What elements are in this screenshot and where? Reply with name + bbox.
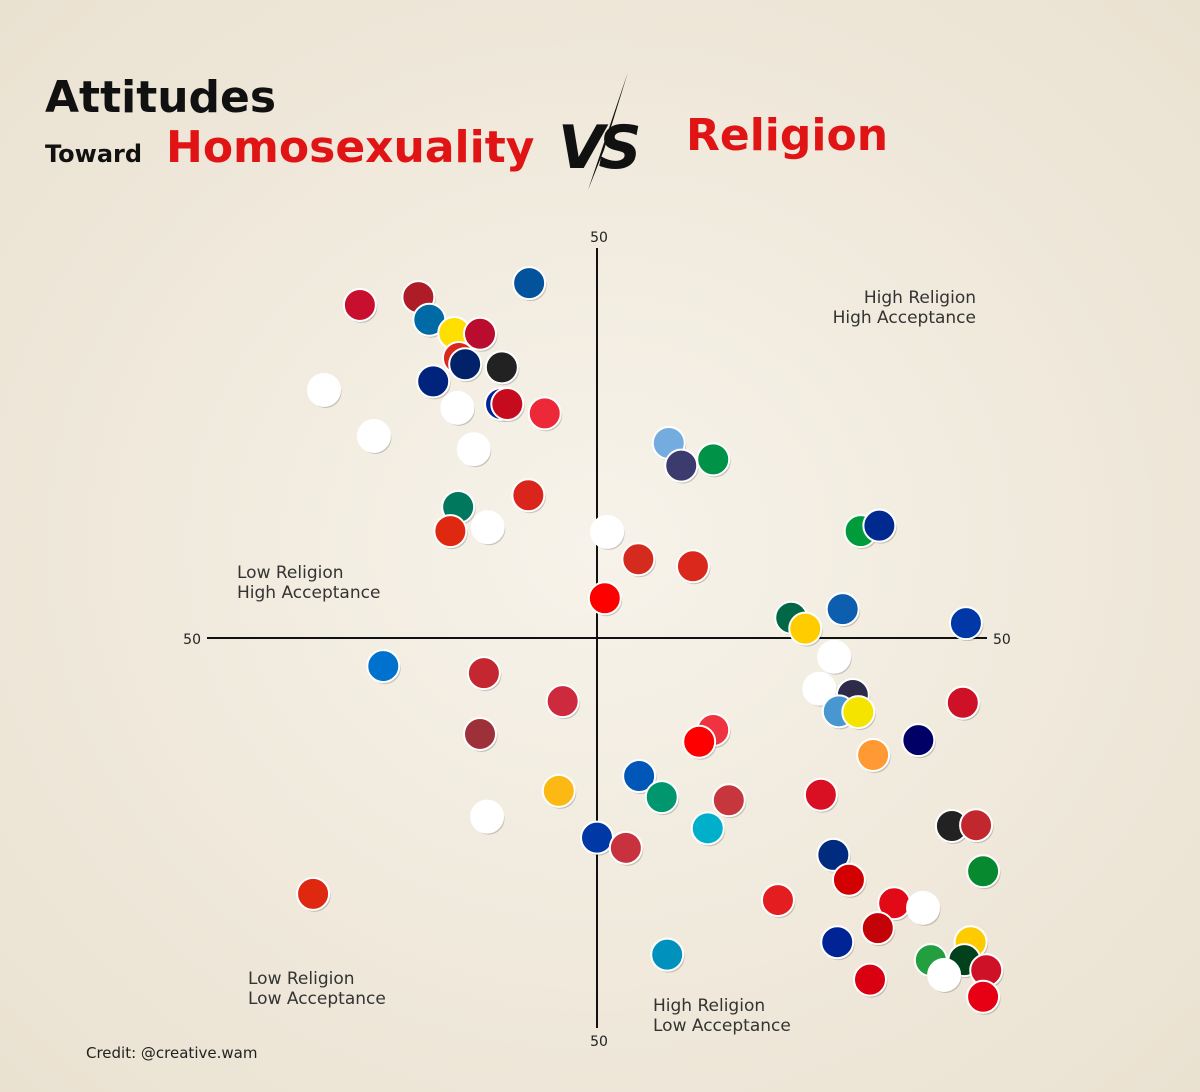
point <box>664 448 699 483</box>
point <box>440 390 475 425</box>
point <box>841 695 876 730</box>
point <box>825 592 860 627</box>
point <box>456 432 491 467</box>
point <box>862 508 897 543</box>
point <box>307 372 341 407</box>
point <box>682 724 717 759</box>
quadrant-label: Low Acceptance <box>653 1016 791 1036</box>
point <box>760 883 795 918</box>
point <box>463 316 497 351</box>
point <box>512 266 547 301</box>
point <box>580 820 614 855</box>
point <box>587 581 622 616</box>
point <box>342 287 377 322</box>
point <box>466 656 501 691</box>
point <box>484 350 519 385</box>
title-right: Religion <box>686 110 888 161</box>
title-left: Homosexuality <box>166 122 534 173</box>
point <box>608 830 643 865</box>
point <box>621 542 656 577</box>
point <box>622 759 657 794</box>
point <box>817 639 852 674</box>
y-tick-label: 50 <box>590 230 608 246</box>
point <box>959 808 994 843</box>
point <box>966 979 1001 1014</box>
point <box>296 876 331 911</box>
point <box>901 723 936 758</box>
quadrant-label: High Acceptance <box>833 308 976 328</box>
point <box>820 925 855 960</box>
point <box>927 957 962 992</box>
point <box>463 716 497 751</box>
point <box>853 962 887 997</box>
title-prefix: Toward <box>45 140 142 168</box>
point <box>803 777 838 812</box>
point <box>433 514 468 549</box>
point <box>448 347 483 382</box>
point <box>856 738 891 772</box>
point <box>650 937 685 972</box>
point <box>527 396 562 431</box>
point <box>948 606 983 641</box>
point <box>470 510 505 545</box>
point <box>366 649 401 684</box>
point <box>788 611 823 646</box>
point <box>416 364 451 399</box>
point <box>511 478 546 513</box>
x-tick-label: 50 <box>183 632 201 648</box>
point <box>644 780 679 815</box>
point <box>541 773 576 808</box>
point <box>675 549 710 584</box>
point <box>590 514 625 549</box>
y-tick-label: 50 <box>590 1034 608 1050</box>
point <box>945 685 980 720</box>
quadrant-label: High Religion <box>864 288 976 308</box>
vs-bolt <box>588 72 628 190</box>
point <box>802 671 837 706</box>
x-tick-label: 50 <box>993 632 1011 648</box>
point <box>490 387 525 421</box>
title-vs: VS <box>558 113 638 183</box>
title-line1: Attitudes <box>45 72 276 123</box>
credit: Credit: @creative.wam <box>86 1044 257 1062</box>
point <box>545 684 580 719</box>
point <box>470 799 505 834</box>
point <box>816 837 851 872</box>
point <box>356 418 391 453</box>
point <box>711 783 746 818</box>
quadrant-label: High Acceptance <box>237 583 380 603</box>
quadrant-label: Low Religion <box>237 563 344 583</box>
quadrant-label: High Religion <box>653 996 765 1016</box>
point <box>696 442 731 477</box>
quadrant-label: Low Religion <box>248 969 355 989</box>
point <box>860 911 895 946</box>
point <box>966 854 1001 889</box>
point <box>906 890 941 925</box>
point <box>831 862 866 897</box>
quadrant-label: Low Acceptance <box>248 989 386 1009</box>
point <box>690 811 725 846</box>
